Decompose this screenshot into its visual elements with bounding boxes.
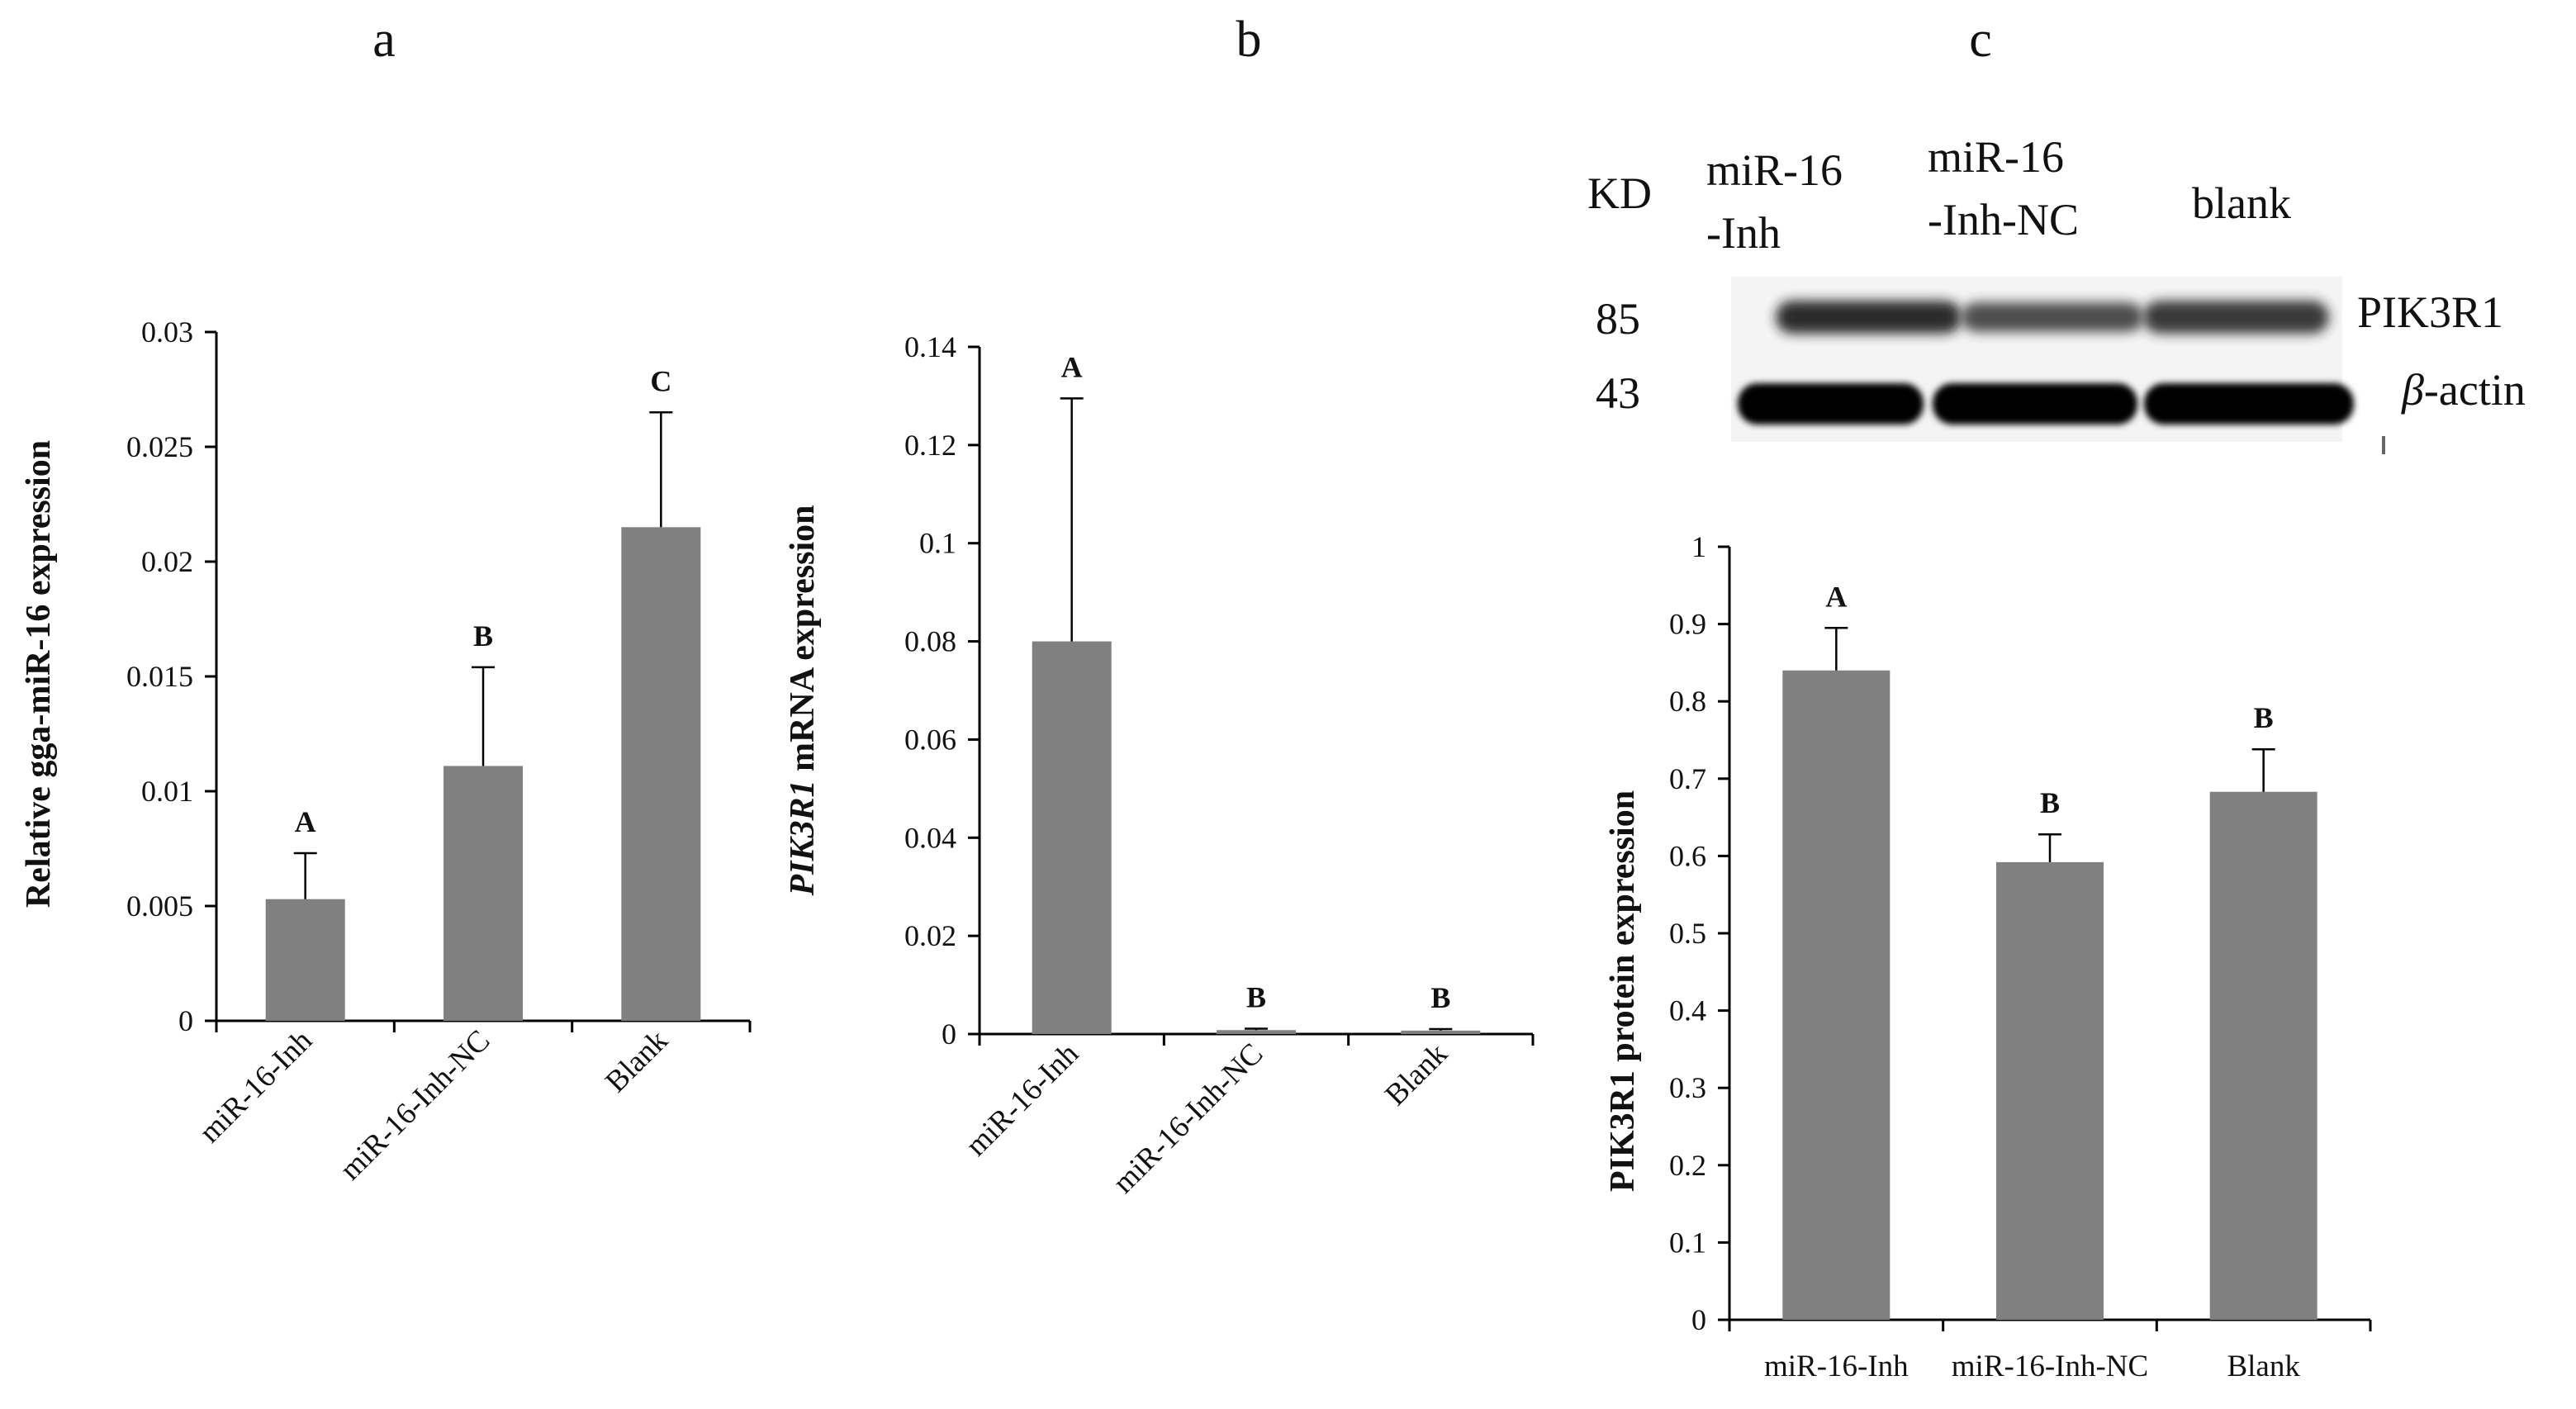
- y-tick-label: 0.01: [141, 775, 193, 808]
- band-pik3r1-lane2: [1962, 302, 2143, 332]
- bar: [1217, 1030, 1296, 1034]
- lane-header-1-line1: miR-16: [1706, 145, 1843, 195]
- panel-letter-b: b: [1236, 12, 1262, 68]
- category-label: miR-16-Inh-NC: [1952, 1350, 2148, 1383]
- lane-header-1-line2: -Inh: [1706, 208, 1781, 258]
- y-tick-label: 0.1: [1669, 1226, 1706, 1259]
- y-axis-label-a: Relative gga-miR-16 expression: [20, 440, 58, 908]
- y-tick-label: 1: [1691, 530, 1706, 563]
- y-tick-label: 0.3: [1669, 1071, 1706, 1104]
- significance-label: B: [1430, 981, 1450, 1014]
- category-label: Blank: [1378, 1037, 1454, 1112]
- significance-label: A: [295, 805, 316, 838]
- bar: [265, 899, 345, 1021]
- category-label: Blank: [2227, 1350, 2300, 1383]
- category-label: Blank: [599, 1023, 675, 1099]
- lane-header-2-line1: miR-16: [1928, 132, 2064, 182]
- y-tick-label: 0.5: [1669, 917, 1706, 950]
- band-actin-lane3: [2144, 383, 2354, 425]
- y-tick-label: 0: [1691, 1303, 1706, 1336]
- chart-c: PIK3R1 protein expression 0 0.1 0.2 0.3 0.4 0…: [1604, 530, 2372, 1383]
- category-label: miR-16-Inh: [1764, 1350, 1909, 1383]
- y-tick-label: 0.08: [904, 625, 956, 658]
- y-tick-label: 0.015: [126, 660, 193, 693]
- band-label-pik3r1: PIK3R1: [2357, 287, 2503, 337]
- y-tick-label: 0.2: [1669, 1149, 1706, 1182]
- significance-label: B: [2040, 786, 2060, 819]
- chart-a: Relative gga-miR-16 expression 0 0.005 0.0…: [20, 315, 752, 1187]
- band-label-beta-actin: β-actin: [2401, 365, 2526, 415]
- y-axis-label-c: PIK3R1 protein expression: [1604, 790, 1642, 1192]
- significance-label: A: [1061, 350, 1083, 383]
- kd-header: KD: [1587, 168, 1652, 218]
- y-tick-label: 0.04: [904, 821, 956, 854]
- y-tick-label: 0.005: [126, 890, 193, 923]
- kd-marker-43: 43: [1596, 368, 1640, 418]
- bar: [2209, 791, 2317, 1320]
- band-actin-lane2: [1933, 383, 2137, 425]
- bar: [1996, 861, 2104, 1320]
- panel-letter-c: c: [1969, 12, 1992, 68]
- bar: [1401, 1030, 1481, 1034]
- y-axis-label-b: PIK3R1 mRNA expression: [784, 505, 822, 897]
- significance-label: B: [1246, 980, 1266, 1013]
- y-tick-label: 0.02: [904, 919, 956, 952]
- category-label: miR-16-Inh-NC: [1107, 1037, 1270, 1200]
- bar: [1032, 641, 1112, 1034]
- bar: [621, 527, 701, 1021]
- significance-label: A: [1825, 580, 1847, 613]
- western-blot: KD miR-16 -Inh miR-16 -Inh-NC blank 85 4…: [1587, 132, 2526, 454]
- band-pik3r1-lane1: [1776, 301, 1962, 334]
- y-tick-label: 0.025: [126, 430, 193, 463]
- y-tick-label: 0.4: [1669, 994, 1706, 1027]
- y-tick-label: 0.02: [141, 545, 193, 578]
- bar: [1782, 670, 1890, 1320]
- category-label: miR-16-Inh: [960, 1037, 1086, 1163]
- significance-label: B: [2254, 701, 2274, 734]
- category-label: miR-16-Inh-NC: [334, 1023, 497, 1187]
- chart-b: PIK3R1 mRNA expression 0 0.02 0.04 0.06 0.08…: [784, 330, 1535, 1200]
- y-tick-label: 0.06: [904, 723, 956, 756]
- lane-header-2-line2: -Inh-NC: [1928, 195, 2079, 244]
- panel-letter-a: a: [372, 12, 396, 68]
- bar: [444, 766, 523, 1021]
- y-tick-label: 0.6: [1669, 839, 1706, 872]
- kd-marker-85: 85: [1596, 294, 1640, 344]
- y-tick-label: 0: [178, 1004, 193, 1037]
- blot-artifact-mark: [2382, 436, 2385, 454]
- y-tick-label: 0.03: [141, 315, 193, 349]
- band-actin-lane1: [1738, 383, 1924, 425]
- y-tick-label: 0.7: [1669, 762, 1706, 795]
- band-pik3r1-lane3: [2143, 301, 2329, 334]
- category-label: miR-16-Inh: [193, 1023, 320, 1150]
- y-tick-label: 0.12: [904, 429, 956, 462]
- y-tick-label: 0: [942, 1018, 956, 1051]
- significance-label: C: [650, 364, 671, 397]
- lane-header-3: blank: [2192, 178, 2291, 228]
- y-tick-label: 0.8: [1669, 685, 1706, 718]
- significance-label: B: [473, 619, 493, 652]
- y-tick-label: 0.1: [919, 527, 956, 560]
- y-tick-label: 0.9: [1669, 608, 1706, 641]
- y-tick-label: 0.14: [904, 330, 956, 363]
